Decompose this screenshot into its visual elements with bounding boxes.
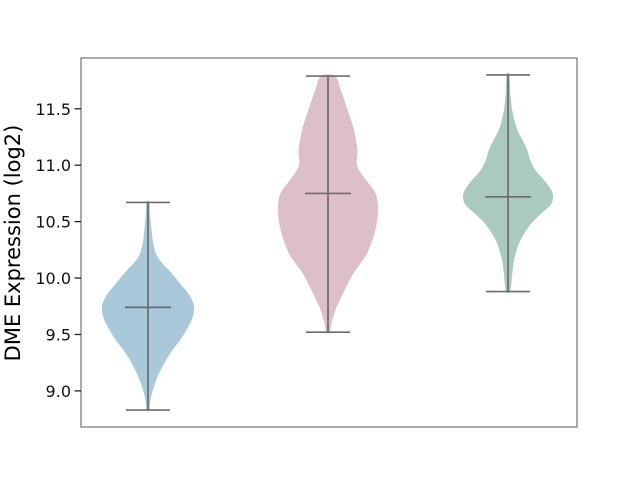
plot-frame (80, 57, 578, 428)
y-tick-label: 9.5 (46, 325, 71, 344)
y-tick-label: 10.5 (35, 213, 71, 232)
y-tick-label: 11.0 (35, 156, 71, 175)
y-axis-label: DME Expression (log2) (1, 125, 25, 362)
y-tick-label: 10.0 (35, 269, 71, 288)
y-tick-label: 11.5 (35, 100, 71, 119)
chart-layer: 9.0 9.5 10.0 10.5 11.0 11.5 (35, 57, 578, 428)
y-tick-label: 9.0 (46, 382, 71, 401)
